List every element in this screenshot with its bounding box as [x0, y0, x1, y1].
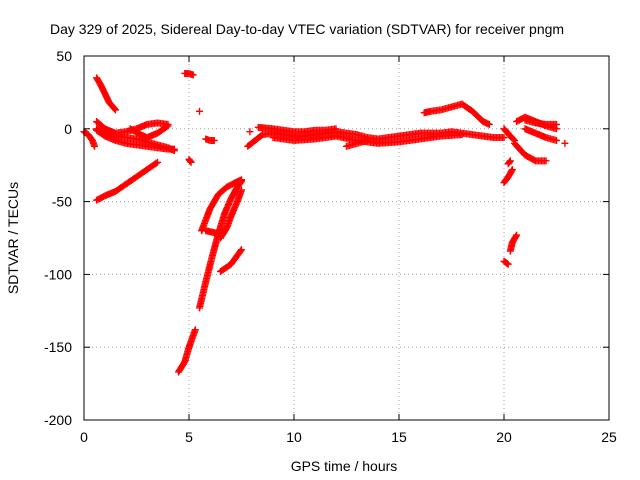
data-point	[364, 136, 371, 144]
data-point	[508, 166, 516, 174]
series-steep-low	[175, 326, 199, 376]
data-point	[152, 159, 160, 167]
y-tick-label: -200	[44, 412, 72, 428]
series-short-6b	[202, 227, 222, 238]
data-point	[196, 107, 203, 115]
series-arc-c	[93, 126, 178, 153]
series-short-6	[202, 135, 218, 144]
data-point	[504, 260, 512, 268]
x-axis-title: GPS time / hours	[291, 458, 398, 474]
y-tick-label: -150	[44, 339, 72, 355]
x-tick-label: 5	[185, 429, 193, 445]
series-end-4	[500, 257, 512, 268]
series-end-9	[521, 116, 560, 128]
series-arc-d	[126, 122, 172, 142]
y-tick-label: 0	[64, 121, 72, 137]
data-point	[186, 157, 194, 165]
y-axis-title: SDTVAR / TECUs	[5, 182, 21, 294]
series-end-6	[511, 139, 550, 165]
data-point	[237, 247, 245, 255]
series-end-10	[561, 139, 569, 147]
data-point	[163, 123, 171, 131]
series-spike-5	[181, 69, 197, 79]
series-main-3	[269, 131, 466, 147]
data-point	[187, 158, 195, 166]
data-point	[238, 176, 245, 184]
data-point	[238, 246, 245, 254]
grid-layer	[84, 56, 609, 420]
series-pt-5	[185, 155, 195, 166]
series-arc-high	[93, 74, 119, 114]
data-point	[112, 106, 119, 114]
series-pt-55	[196, 107, 203, 115]
data-point	[553, 120, 560, 128]
data-point	[111, 105, 119, 113]
y-tick-label: -50	[52, 194, 72, 210]
series-rise-low	[93, 158, 161, 204]
data-point	[553, 136, 560, 144]
data-point	[561, 139, 569, 147]
y-tick-label: -100	[44, 266, 72, 282]
x-tick-label: 15	[391, 429, 407, 445]
data-point	[458, 131, 466, 139]
x-tick-label: 0	[80, 429, 88, 445]
data-point	[542, 157, 550, 165]
plot-frame	[83, 55, 610, 421]
series-seg-13	[343, 136, 371, 150]
data-point	[332, 125, 340, 133]
series-end-3	[504, 157, 514, 168]
x-tick-label: 10	[286, 429, 302, 445]
series-seg-65	[217, 246, 245, 275]
series-steep-a	[196, 177, 245, 312]
data-point	[506, 157, 514, 165]
series-early-dip	[80, 128, 98, 150]
data-point	[170, 145, 178, 153]
y-tick-label: 50	[56, 48, 72, 64]
series-end-5	[506, 231, 521, 255]
ticks-layer	[83, 55, 610, 421]
series-steep-b	[198, 176, 245, 235]
data-point	[503, 259, 511, 267]
data-point	[191, 326, 199, 334]
series-steep-c	[217, 186, 245, 242]
data-point	[500, 134, 508, 142]
data-point	[509, 135, 517, 143]
series-end-1	[500, 125, 518, 144]
labels-layer: 0 5 10 15 20 25 -200 -150 -100 -50 0 50	[44, 48, 617, 445]
data-point	[210, 136, 218, 144]
series-end-2	[500, 166, 516, 187]
data-point	[238, 186, 245, 194]
data-point	[246, 128, 254, 136]
series-main-2	[254, 123, 340, 136]
series-hump	[420, 100, 493, 128]
series-end-8	[521, 125, 560, 144]
series-pt-8	[246, 128, 254, 136]
data-point	[91, 142, 98, 150]
data-point	[189, 71, 197, 79]
data-point	[164, 122, 172, 130]
x-tick-label: 25	[601, 429, 617, 445]
x-tick-label: 20	[496, 429, 512, 445]
data-point	[513, 231, 521, 239]
points-layer	[80, 69, 569, 376]
chart-title: Day 329 of 2025, Sidereal Day-to-day VTE…	[50, 21, 564, 37]
data-point	[214, 230, 222, 238]
data-point	[485, 120, 493, 128]
data-point	[154, 158, 161, 166]
